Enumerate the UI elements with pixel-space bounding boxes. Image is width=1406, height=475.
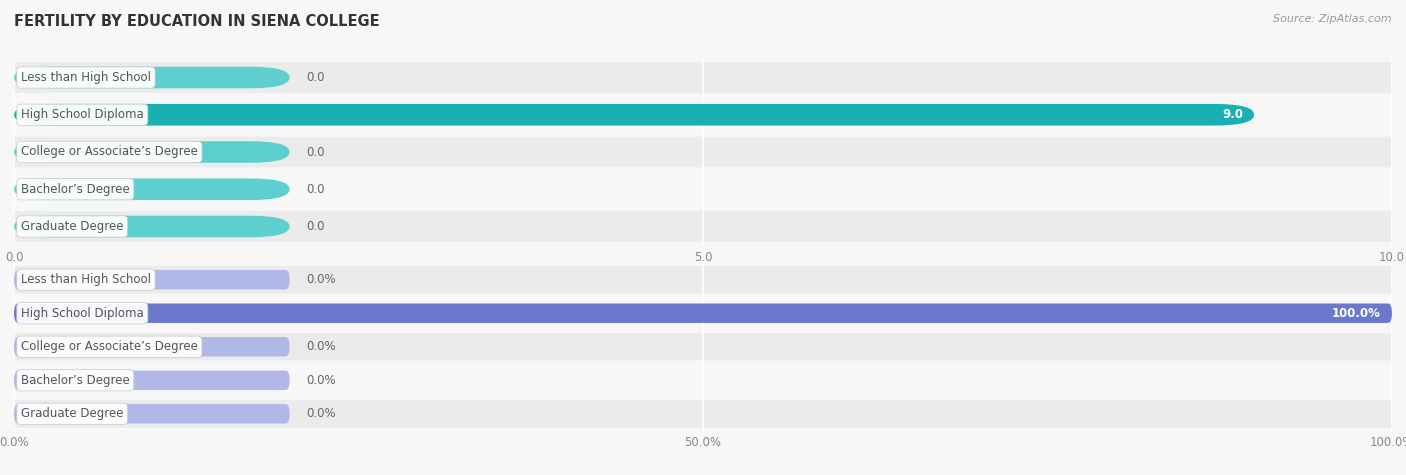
Text: 0.0%: 0.0% bbox=[307, 407, 336, 420]
FancyBboxPatch shape bbox=[14, 370, 290, 390]
Text: Less than High School: Less than High School bbox=[21, 71, 150, 84]
Text: FERTILITY BY EDUCATION IN SIENA COLLEGE: FERTILITY BY EDUCATION IN SIENA COLLEGE bbox=[14, 14, 380, 29]
FancyBboxPatch shape bbox=[14, 216, 290, 238]
FancyBboxPatch shape bbox=[14, 337, 290, 356]
Text: 0.0: 0.0 bbox=[307, 145, 325, 159]
FancyBboxPatch shape bbox=[14, 299, 1392, 327]
FancyBboxPatch shape bbox=[14, 141, 290, 163]
FancyBboxPatch shape bbox=[14, 367, 1392, 394]
FancyBboxPatch shape bbox=[14, 333, 1392, 361]
FancyBboxPatch shape bbox=[14, 174, 1392, 205]
Text: Source: ZipAtlas.com: Source: ZipAtlas.com bbox=[1274, 14, 1392, 24]
Text: 0.0%: 0.0% bbox=[307, 340, 336, 353]
FancyBboxPatch shape bbox=[14, 179, 290, 200]
Text: 9.0: 9.0 bbox=[1222, 108, 1243, 121]
FancyBboxPatch shape bbox=[14, 304, 1392, 323]
FancyBboxPatch shape bbox=[14, 400, 1392, 428]
Text: High School Diploma: High School Diploma bbox=[21, 307, 143, 320]
Text: 0.0%: 0.0% bbox=[307, 273, 336, 286]
Text: High School Diploma: High School Diploma bbox=[21, 108, 143, 121]
FancyBboxPatch shape bbox=[14, 211, 1392, 242]
FancyBboxPatch shape bbox=[14, 99, 1392, 130]
FancyBboxPatch shape bbox=[14, 104, 1254, 125]
Text: 0.0: 0.0 bbox=[307, 71, 325, 84]
Text: Less than High School: Less than High School bbox=[21, 273, 150, 286]
Text: College or Associate’s Degree: College or Associate’s Degree bbox=[21, 145, 198, 159]
FancyBboxPatch shape bbox=[14, 266, 1392, 294]
Text: Bachelor’s Degree: Bachelor’s Degree bbox=[21, 374, 129, 387]
Text: Bachelor’s Degree: Bachelor’s Degree bbox=[21, 183, 129, 196]
Text: Graduate Degree: Graduate Degree bbox=[21, 407, 124, 420]
FancyBboxPatch shape bbox=[14, 404, 290, 424]
Text: 100.0%: 100.0% bbox=[1331, 307, 1381, 320]
Text: College or Associate’s Degree: College or Associate’s Degree bbox=[21, 340, 198, 353]
FancyBboxPatch shape bbox=[14, 62, 1392, 93]
Text: 0.0: 0.0 bbox=[307, 220, 325, 233]
Text: Graduate Degree: Graduate Degree bbox=[21, 220, 124, 233]
Text: 0.0: 0.0 bbox=[307, 183, 325, 196]
FancyBboxPatch shape bbox=[14, 66, 290, 88]
FancyBboxPatch shape bbox=[14, 137, 1392, 167]
Text: 0.0%: 0.0% bbox=[307, 374, 336, 387]
FancyBboxPatch shape bbox=[14, 270, 290, 289]
